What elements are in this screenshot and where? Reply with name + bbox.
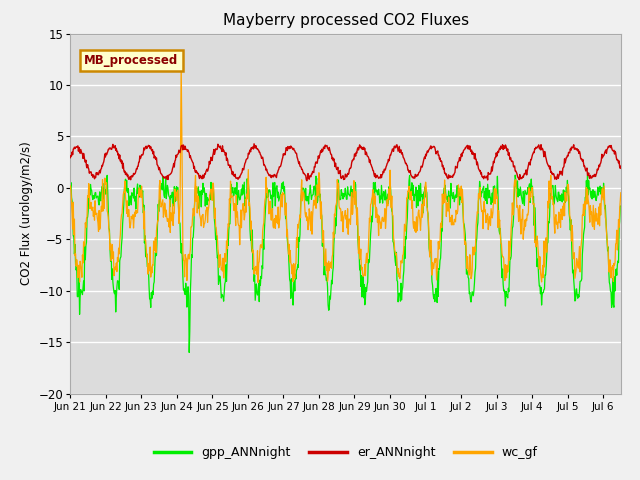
Legend: gpp_ANNnight, er_ANNnight, wc_gf: gpp_ANNnight, er_ANNnight, wc_gf	[148, 441, 543, 464]
Text: MB_processed: MB_processed	[84, 54, 179, 67]
Title: Mayberry processed CO2 Fluxes: Mayberry processed CO2 Fluxes	[223, 13, 468, 28]
Y-axis label: CO2 Flux (urology/m2/s): CO2 Flux (urology/m2/s)	[20, 142, 33, 286]
